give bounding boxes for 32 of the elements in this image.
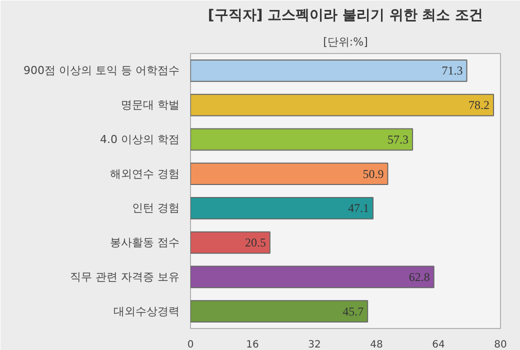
bar <box>190 231 270 254</box>
data-label: 57.3 <box>388 132 409 146</box>
chart-title: [구직자] 고스펙이라 불리기 위한 최소 조건 <box>208 8 484 24</box>
bar <box>190 162 388 185</box>
y-tick-label: 해외연수 경험 <box>110 167 180 180</box>
x-tick-label: 0 <box>187 340 194 350</box>
y-tick-label: 4.0 이상의 학점 <box>100 132 180 146</box>
data-label: 62.8 <box>408 270 430 284</box>
data-label: 20.5 <box>244 236 266 250</box>
y-tick-label: 명문대 학벌 <box>121 98 180 112</box>
bar <box>190 94 494 116</box>
data-label: 47.1 <box>348 201 370 216</box>
bar <box>190 128 414 151</box>
bar <box>190 197 374 220</box>
x-tick-label: 32 <box>308 340 321 350</box>
y-tick-label: 봉사활동 점수 <box>110 236 180 250</box>
bar <box>190 60 468 82</box>
x-tick-label: 64 <box>432 340 445 350</box>
y-tick-label: 900점 이상의 토익 등 어학점수 <box>24 64 180 78</box>
data-label: 50.9 <box>362 166 384 181</box>
data-label: 71.3 <box>442 64 463 78</box>
data-label: 45.7 <box>342 304 364 318</box>
x-tick-label: 16 <box>246 340 259 350</box>
y-tick-label: 대외수상경력 <box>114 304 180 318</box>
y-tick-label: 인턴 경험 <box>132 202 180 215</box>
bar <box>190 300 368 322</box>
data-label: 78.2 <box>468 98 490 112</box>
bar <box>190 266 434 288</box>
x-tick-label: 48 <box>370 340 383 350</box>
x-tick-label: 80 <box>494 340 507 350</box>
y-tick-label: 직무 관련 자격증 보유 <box>70 270 180 284</box>
chart-subtitle: [단위:%] <box>323 36 368 48</box>
